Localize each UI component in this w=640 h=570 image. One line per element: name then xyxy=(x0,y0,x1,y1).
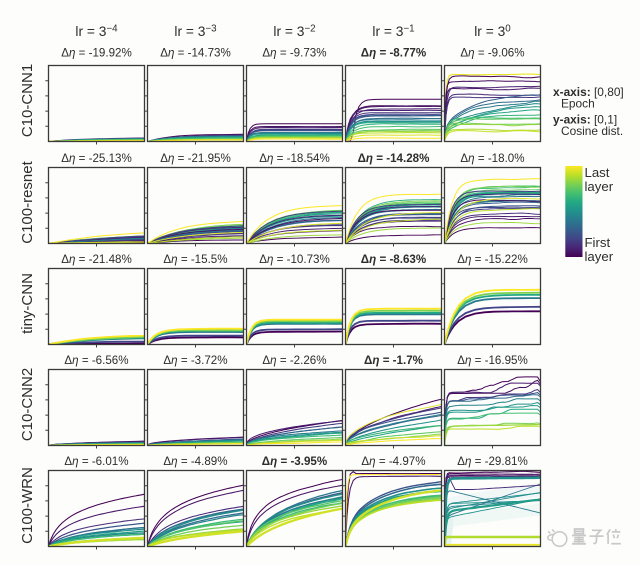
svg-text:Δη = -25.13%: Δη = -25.13% xyxy=(61,152,132,165)
svg-text:Δη = -1.7%: Δη = -1.7% xyxy=(364,354,423,367)
svg-text:Epoch: Epoch xyxy=(561,97,595,111)
svg-text:C10-CNN1: C10-CNN1 xyxy=(19,64,36,137)
svg-text:Δη = -15.22%: Δη = -15.22% xyxy=(457,253,528,266)
svg-text:Δη = -14.28%: Δη = -14.28% xyxy=(358,152,430,165)
svg-text:Δη = -14.73%: Δη = -14.73% xyxy=(160,47,231,60)
svg-text:Δη = -4.97%: Δη = -4.97% xyxy=(361,455,425,468)
svg-text:Cosine dist.: Cosine dist. xyxy=(561,124,623,138)
svg-text:Δη = -18.54%: Δη = -18.54% xyxy=(259,152,330,165)
svg-text:Δη = -10.73%: Δη = -10.73% xyxy=(259,253,330,266)
svg-text:Δη = -3.95%: Δη = -3.95% xyxy=(262,455,327,468)
svg-text:x-axis: [0,80]: x-axis: [0,80] xyxy=(553,85,624,99)
svg-text:Δη = -6.01%: Δη = -6.01% xyxy=(64,455,128,468)
svg-text:Δη = -16.95%: Δη = -16.95% xyxy=(457,354,528,367)
svg-text:First: First xyxy=(585,235,611,250)
svg-text:C100-WRN: C100-WRN xyxy=(19,467,36,544)
svg-text:Δη = -4.89%: Δη = -4.89% xyxy=(163,455,227,468)
svg-text:tiny-CNN: tiny-CNN xyxy=(19,273,36,334)
svg-text:Δη = -8.77%: Δη = -8.77% xyxy=(361,47,426,60)
svg-text:Δη = -21.95%: Δη = -21.95% xyxy=(160,152,231,165)
svg-text:Δη = -18.0%: Δη = -18.0% xyxy=(460,152,524,165)
svg-text:Δη = -9.73%: Δη = -9.73% xyxy=(262,47,326,60)
svg-text:Δη = -2.26%: Δη = -2.26% xyxy=(262,354,326,367)
svg-text:Δη = -15.5%: Δη = -15.5% xyxy=(163,253,227,266)
svg-text:Δη = -9.06%: Δη = -9.06% xyxy=(460,47,524,60)
svg-text:y-axis: [0,1]: y-axis: [0,1] xyxy=(553,113,617,127)
svg-text:Δη = -6.56%: Δη = -6.56% xyxy=(64,354,128,367)
svg-text:Last: Last xyxy=(585,165,610,180)
svg-text:Δη = -8.63%: Δη = -8.63% xyxy=(361,253,426,266)
svg-text:layer: layer xyxy=(585,249,614,264)
svg-text:Δη = -19.92%: Δη = -19.92% xyxy=(61,47,132,60)
svg-text:Δη = -21.48%: Δη = -21.48% xyxy=(61,253,132,266)
svg-text:Δη = -3.72%: Δη = -3.72% xyxy=(163,354,227,367)
svg-text:C100-resnet: C100-resnet xyxy=(19,160,36,243)
svg-text:lr = 30: lr = 30 xyxy=(474,23,511,39)
svg-text:layer: layer xyxy=(585,179,614,194)
svg-text:Δη = -29.81%: Δη = -29.81% xyxy=(457,455,528,468)
svg-text:C10-CNN2: C10-CNN2 xyxy=(19,368,36,441)
